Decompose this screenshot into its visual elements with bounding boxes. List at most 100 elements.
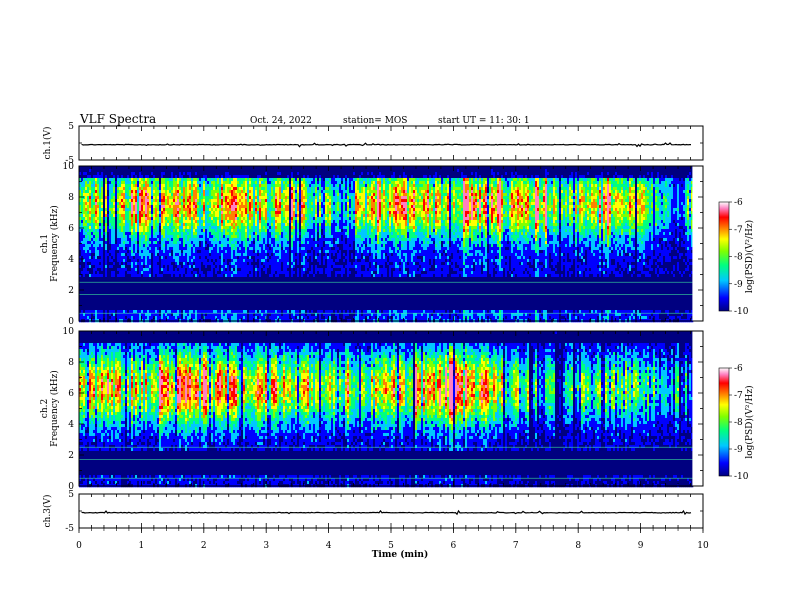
- spectrogram-cell: [163, 271, 165, 274]
- spectrogram-cell: [179, 211, 181, 214]
- spectrogram-cell: [227, 274, 229, 277]
- spectrogram-cell: [169, 277, 171, 280]
- spectrogram-cell: [223, 184, 225, 187]
- spectrogram-cell: [213, 307, 215, 310]
- spectrogram-cell: [109, 220, 111, 223]
- spectrogram-cell: [221, 283, 223, 286]
- spectrogram-cell: [167, 238, 169, 241]
- spectrogram-cell: [233, 208, 235, 211]
- spectrogram-cell: [91, 178, 93, 181]
- spectrogram-cell: [211, 205, 213, 208]
- spectrogram-cell: [195, 289, 197, 292]
- spectrogram-cell: [263, 190, 265, 193]
- spectrogram-cell: [165, 241, 167, 244]
- spectrogram-cell: [247, 184, 249, 187]
- spectrogram-cell: [95, 205, 97, 208]
- spectrogram-cell: [225, 226, 227, 229]
- spectrogram-cell: [217, 214, 219, 217]
- spectrogram-cell: [111, 301, 113, 304]
- spectrogram-cell: [109, 253, 111, 256]
- spectrogram-cell: [189, 259, 191, 262]
- spectrogram-cell: [105, 259, 107, 262]
- spectrogram-cell: [149, 181, 151, 184]
- spectrogram-cell: [187, 280, 189, 283]
- spectrogram-cell: [223, 238, 225, 241]
- spectrogram-cell: [209, 274, 211, 277]
- spectrogram-cell: [115, 250, 117, 253]
- spectrogram-cell: [259, 205, 261, 208]
- spectrogram-cell: [257, 169, 259, 172]
- spectrogram-cell: [141, 217, 143, 220]
- spectrogram-cell: [125, 172, 127, 175]
- spectrogram-cell: [119, 283, 121, 286]
- spectrogram-cell: [263, 223, 265, 226]
- spectrogram-cell: [205, 238, 207, 241]
- spectrogram-cell: [205, 208, 207, 211]
- spectrogram-cell: [145, 205, 147, 208]
- spectrogram-cell: [87, 235, 89, 238]
- spectrogram-cell: [197, 316, 199, 319]
- spectrogram-cell: [89, 307, 91, 310]
- spectrogram-cell: [243, 229, 245, 232]
- spectrogram-cell: [193, 298, 195, 301]
- spectrogram-cell: [89, 250, 91, 253]
- spectrogram-cell: [141, 247, 143, 250]
- spectrogram-cell: [175, 196, 177, 199]
- spectrogram-cell: [199, 169, 201, 172]
- spectrogram-cell: [85, 268, 87, 271]
- spectrogram-cell: [131, 298, 133, 301]
- spectrogram-cell: [93, 226, 95, 229]
- spectrogram-cell: [101, 289, 103, 292]
- spectrogram-cell: [141, 223, 143, 226]
- spectrogram-cell: [213, 262, 215, 265]
- spectrogram-cell: [87, 268, 89, 271]
- spectrogram-cell: [215, 199, 217, 202]
- spectrogram-cell: [193, 214, 195, 217]
- spectrogram-cell: [249, 244, 251, 247]
- spectrogram-cell: [249, 259, 251, 262]
- spectrogram-cell: [93, 172, 95, 175]
- spectrogram-cell: [223, 253, 225, 256]
- spectrogram-cell: [259, 247, 261, 250]
- spectrogram-cell: [161, 265, 163, 268]
- spectrogram-cell: [121, 289, 123, 292]
- spectrogram-cell: [199, 316, 201, 319]
- spectrogram-cell: [237, 253, 239, 256]
- spectrogram-cell: [253, 241, 255, 244]
- spectrogram-cell: [261, 175, 263, 178]
- spectrogram-cell: [131, 202, 133, 205]
- spectrogram-cell: [153, 226, 155, 229]
- spectrogram-cell: [123, 205, 125, 208]
- spectrogram-cell: [173, 235, 175, 238]
- spectrogram-cell: [179, 214, 181, 217]
- spectrogram-cell: [231, 226, 233, 229]
- spectrogram-cell: [261, 304, 263, 307]
- spectrogram-cell: [101, 202, 103, 205]
- spectrogram-cell: [129, 238, 131, 241]
- spectrogram-cell: [247, 262, 249, 265]
- spectrogram-cell: [245, 316, 247, 319]
- spectrogram-cell: [145, 235, 147, 238]
- spectrogram-cell: [231, 301, 233, 304]
- spectrogram-cell: [197, 298, 199, 301]
- spectrogram-cell: [213, 277, 215, 280]
- spectrogram-cell: [115, 280, 117, 283]
- spectrogram-cell: [85, 298, 87, 301]
- spectrogram-cell: [113, 178, 115, 181]
- spectrogram-cell: [199, 211, 201, 214]
- spectrogram-cell: [95, 307, 97, 310]
- spectrogram-cell: [225, 208, 227, 211]
- spectrogram-cell: [151, 193, 153, 196]
- spectrogram-cell: [259, 271, 261, 274]
- spectrogram-cell: [237, 232, 239, 235]
- spectrogram-cell: [151, 214, 153, 217]
- spectrogram-cell: [131, 199, 133, 202]
- spectrogram-cell: [169, 226, 171, 229]
- spectrogram-cell: [123, 175, 125, 178]
- spectrogram-cell: [191, 184, 193, 187]
- spectrogram-cell: [207, 250, 209, 253]
- spectrogram-cell: [215, 175, 217, 178]
- spectrogram-cell: [111, 217, 113, 220]
- spectrogram-cell: [251, 238, 253, 241]
- spectrogram-cell: [247, 316, 249, 319]
